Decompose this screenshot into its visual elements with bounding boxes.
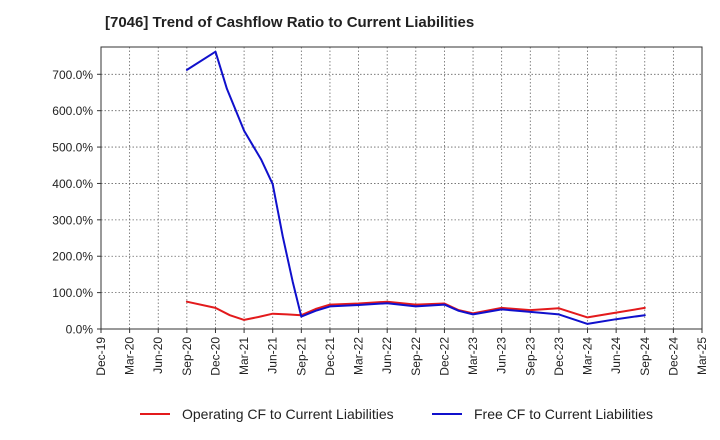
series-lines	[185, 50, 646, 325]
x-tick-label: Sep-21	[294, 337, 308, 376]
legend-label-free-cf: Free CF to Current Liabilities	[474, 406, 653, 422]
x-tick-label: Dec-21	[323, 337, 337, 376]
x-tick-label: Sep-23	[523, 337, 537, 376]
x-tick-label: Mar-22	[352, 337, 366, 375]
legend-label-operating-cf: Operating CF to Current Liabilities	[182, 406, 394, 422]
x-tick-label: Mar-23	[466, 337, 480, 375]
plot-frame	[100, 46, 703, 330]
x-tick-label: Dec-19	[94, 337, 108, 376]
x-tick-label: Sep-22	[409, 337, 423, 376]
x-tick-label: Mar-25	[695, 337, 709, 375]
y-tick-label: 300.0%	[52, 213, 93, 227]
legend-item-free-cf: Free CF to Current Liabilities	[432, 406, 653, 422]
x-tick-label: Dec-22	[437, 337, 451, 376]
x-tick-label: Sep-24	[638, 337, 652, 376]
x-tick-label: Jun-23	[495, 337, 509, 374]
series-line-operating-cf	[185, 300, 646, 321]
x-axis: Dec-19 Mar-20 Jun-20 Sep-20 Dec-20 Mar-21 Jun-…	[94, 329, 709, 376]
y-tick-label: 700.0%	[52, 68, 93, 82]
x-tick-label: Sep-20	[180, 337, 194, 376]
legend-swatch-free-cf	[432, 413, 462, 415]
x-tick-label: Jun-24	[609, 337, 623, 374]
x-tick-label: Jun-22	[380, 337, 394, 374]
chart-title: [7046] Trend of Cashflow Ratio to Curren…	[105, 14, 475, 31]
y-tick-label: 100.0%	[52, 286, 93, 300]
y-tick-label: 400.0%	[52, 177, 93, 191]
x-tick-label: Jun-20	[151, 337, 165, 374]
series-line-free-cf	[185, 50, 646, 325]
y-tick-label: 0.0%	[66, 323, 94, 337]
x-tick-label: Mar-21	[237, 337, 251, 375]
grid-lines	[101, 47, 702, 329]
y-tick-label: 200.0%	[52, 250, 93, 264]
x-tick-label: Mar-20	[123, 337, 137, 375]
legend-item-operating-cf: Operating CF to Current Liabilities	[140, 406, 394, 422]
x-tick-label: Dec-20	[208, 337, 222, 376]
legend-swatch-operating-cf	[140, 413, 170, 415]
y-tick-label: 500.0%	[52, 141, 93, 155]
y-tick-label: 600.0%	[52, 104, 93, 118]
x-tick-label: Jun-21	[266, 337, 280, 374]
x-tick-label: Dec-24	[666, 337, 680, 376]
x-tick-label: Dec-23	[552, 337, 566, 376]
x-tick-label: Mar-24	[581, 337, 595, 375]
y-axis: 0.0% 100.0% 200.0% 300.0% 400.0% 500.0% 600.0%…	[52, 68, 101, 337]
